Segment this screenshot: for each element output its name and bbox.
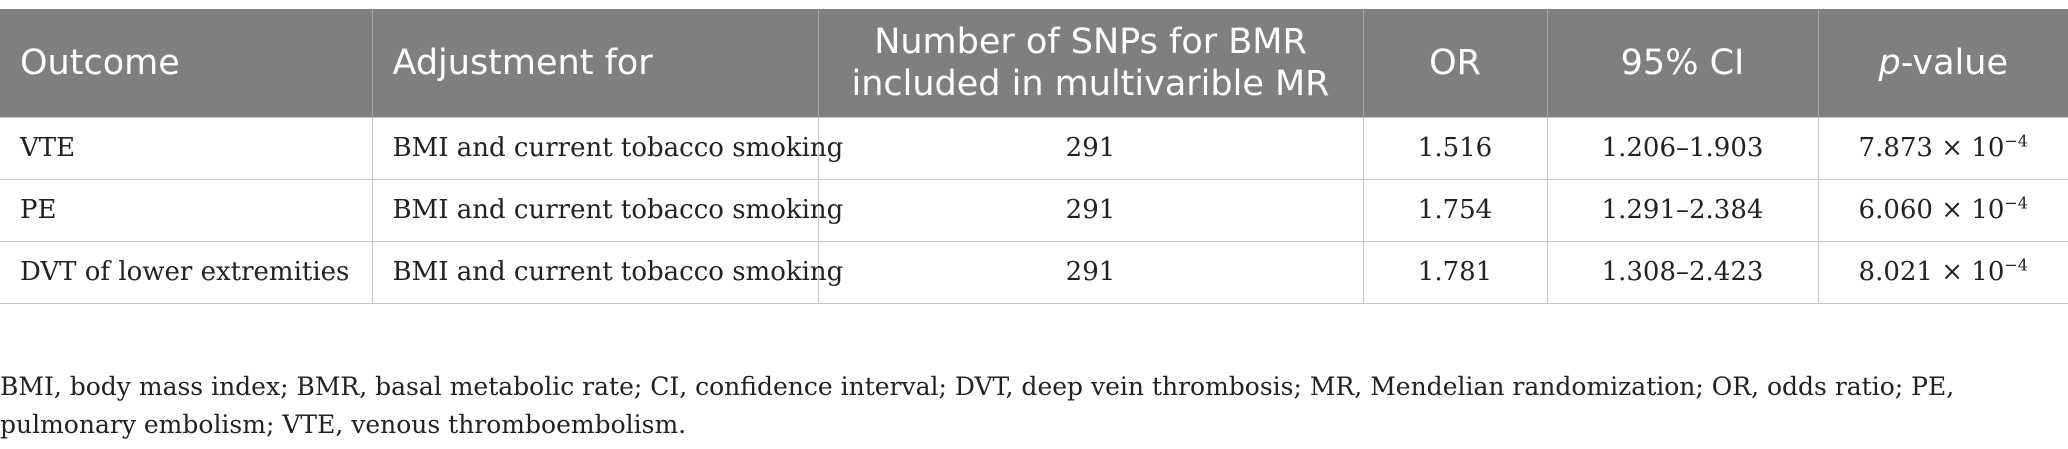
cell-outcome: PE — [0, 178, 372, 241]
p-mantissa: 8.021 × 10 — [1858, 257, 2005, 287]
table-footnote: BMI, body mass index; BMR, basal metabol… — [0, 372, 1955, 439]
p-exponent: −4 — [2004, 255, 2028, 275]
header-adjustment: Adjustment for — [371, 9, 818, 117]
cell-snp-count: 291 — [817, 240, 1363, 304]
header-snp-count-line1: Number of SNPs for BMR — [874, 21, 1307, 62]
cell-or: 1.516 — [1362, 116, 1547, 179]
cell-or: 1.754 — [1362, 178, 1547, 241]
cell-or: 1.781 — [1362, 240, 1547, 304]
header-outcome: Outcome — [0, 9, 372, 117]
table-header: Outcome Adjustment for Number of SNPs fo… — [0, 9, 2068, 117]
cell-ci: 1.308–2.423 — [1546, 240, 1818, 304]
cell-outcome: DVT of lower extremities — [0, 240, 372, 304]
table-row: PE BMI and current tobacco smoking 291 1… — [0, 178, 2068, 241]
header-p-rest: -value — [1900, 42, 2008, 83]
table-row: VTE BMI and current tobacco smoking 291 … — [0, 116, 2068, 179]
header-ci: 95% CI — [1546, 9, 1818, 117]
p-mantissa: 6.060 × 10 — [1858, 195, 2005, 225]
cell-adjustment: BMI and current tobacco smoking — [371, 116, 843, 179]
header-row: Outcome Adjustment for Number of SNPs fo… — [0, 9, 2068, 117]
p-exponent: −4 — [2004, 131, 2028, 151]
p-mantissa: 7.873 × 10 — [1858, 133, 2005, 163]
cell-adjustment: BMI and current tobacco smoking — [371, 178, 843, 241]
table-row: DVT of lower extremities BMI and current… — [0, 240, 2068, 304]
cell-snp-count: 291 — [817, 116, 1363, 179]
header-or: OR — [1362, 9, 1547, 117]
header-p-value: p-value — [1817, 9, 2068, 117]
cell-ci: 1.206–1.903 — [1546, 116, 1818, 179]
cell-adjustment: BMI and current tobacco smoking — [371, 240, 843, 304]
cell-p-value: 6.060 × 10−4 — [1817, 178, 2068, 241]
header-snp-count-line2: included in multivarible MR — [851, 63, 1330, 104]
header-snp-count: Number of SNPs for BMR included in multi… — [817, 9, 1363, 117]
cell-outcome: VTE — [0, 116, 372, 179]
cell-p-value: 7.873 × 10−4 — [1817, 116, 2068, 179]
header-p-italic: p — [1878, 42, 1901, 83]
table-body: VTE BMI and current tobacco smoking 291 … — [0, 116, 2068, 304]
mr-results-table: Outcome Adjustment for Number of SNPs fo… — [0, 9, 2068, 304]
cell-snp-count: 291 — [817, 178, 1363, 241]
cell-ci: 1.291–2.384 — [1546, 178, 1818, 241]
cell-p-value: 8.021 × 10−4 — [1817, 240, 2068, 304]
p-exponent: −4 — [2004, 193, 2028, 213]
results-table-container: Outcome Adjustment for Number of SNPs fo… — [0, 9, 2068, 304]
